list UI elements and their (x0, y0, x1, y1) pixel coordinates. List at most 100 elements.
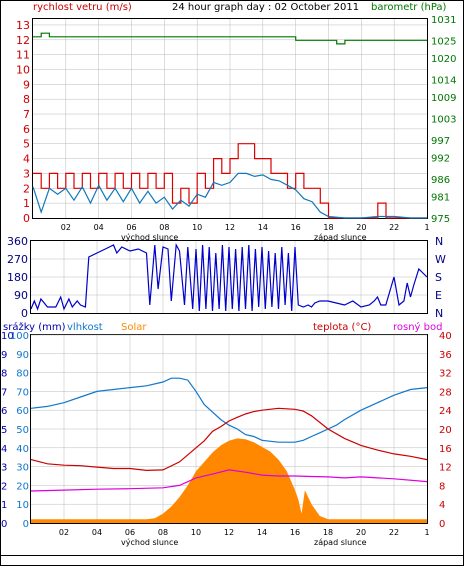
tick-compass-4: N (435, 235, 443, 248)
tick-rain-0: 0 (1, 519, 7, 530)
tick-dir-3: 270 (7, 253, 28, 266)
tick-temp-3: 12 (439, 463, 452, 474)
tick-rain-10: 10 (1, 331, 14, 342)
tick-baro-2: 986 (431, 175, 450, 186)
tick-dir-0: 0 (21, 307, 28, 320)
tick-rain-3: 3 (1, 463, 7, 474)
tick-compass-2: S (435, 271, 442, 284)
ticks-layer: 0123456789101112139759819869929971003100… (1, 15, 456, 537)
tick-wind-5: 5 (23, 138, 30, 151)
tick-humidity-9: 90 (16, 350, 29, 361)
barometer-axis-title: barometr (hPa) (371, 2, 447, 13)
tick-rain-9: 9 (1, 350, 7, 361)
tick-wind-1: 1 (23, 197, 30, 210)
tick-compass-1: E (435, 289, 442, 302)
tick-temp-7: 28 (439, 387, 452, 398)
x-tick-top-6: 14 (258, 223, 268, 232)
tick-temp-8: 32 (439, 369, 452, 380)
solar-axis-title: Solar (121, 322, 147, 333)
tick-humidity-5: 50 (16, 425, 29, 436)
dew-point-axis-title: rosný bod (393, 321, 442, 333)
x-tick-top-5: 12 (225, 223, 235, 232)
series-line-bot-0 (30, 377, 428, 443)
x-tick-bot-4: 10 (191, 528, 201, 537)
tick-baro-8: 1020 (431, 54, 456, 65)
series-line-bot-3 (30, 469, 428, 492)
solar-area (31, 438, 427, 523)
humidity-temperature-panel (30, 334, 428, 524)
sunset-label: západ slunce (314, 233, 367, 242)
tick-wind-7: 7 (23, 108, 30, 121)
x-tick-top-0: 02 (61, 223, 71, 232)
tick-humidity-0: 0 (23, 519, 29, 530)
series-line-top-2 (33, 32, 427, 45)
x-tick-bot-10: 22 (389, 528, 399, 537)
tick-wind-6: 6 (23, 123, 30, 136)
tick-baro-7: 1014 (431, 75, 456, 86)
tick-wind-3: 3 (23, 167, 30, 180)
tick-temp-9: 36 (439, 350, 452, 361)
sunset-label-bottom: západ slunce (314, 538, 367, 547)
wind-speed-axis-title: rychlost vetru (m/s) (33, 2, 132, 13)
sunrise-label: východ slunce (121, 233, 178, 242)
x-tick-top-1: 04 (94, 223, 104, 232)
tick-baro-6: 1009 (431, 93, 456, 104)
tick-dir-4: 360 (7, 235, 28, 248)
tick-wind-9: 9 (23, 78, 30, 91)
series-line-top-0 (33, 143, 427, 219)
tick-dir-2: 180 (7, 271, 28, 284)
series-line-top-1 (32, 172, 427, 219)
x-tick-top-2: 06 (126, 223, 136, 232)
series-line-mid-0 (30, 242, 428, 312)
tick-baro-1: 981 (431, 193, 450, 204)
chart-title: 24 hour graph day : 02 October 2011 (172, 2, 359, 13)
tick-humidity-3: 30 (16, 463, 29, 474)
tick-temp-0: 0 (439, 519, 445, 530)
tick-rain-2: 2 (1, 481, 7, 492)
tick-humidity-4: 40 (16, 444, 29, 455)
tick-temp-5: 20 (439, 425, 452, 436)
x-tick-bot-9: 20 (356, 528, 366, 537)
tick-temp-4: 16 (439, 444, 452, 455)
tick-humidity-6: 60 (16, 406, 29, 417)
x-tick-top-7: 16 (291, 223, 301, 232)
tick-temp-10: 40 (439, 331, 452, 342)
x-tick-bot-6: 14 (257, 528, 267, 537)
tick-baro-5: 1003 (431, 115, 456, 126)
series-line-bot-2 (30, 407, 428, 472)
tick-baro-10: 1031 (431, 15, 456, 26)
tick-wind-0: 0 (23, 212, 30, 225)
wind-barometer-panel (32, 18, 428, 219)
tick-wind-8: 8 (23, 93, 30, 106)
wind-direction-panel (30, 240, 428, 314)
tick-humidity-2: 20 (16, 481, 29, 492)
x-tick-bot-1: 04 (92, 528, 102, 537)
tick-humidity-7: 70 (16, 387, 29, 398)
tick-temp-6: 24 (439, 406, 452, 417)
tick-rain-8: 8 (1, 369, 7, 380)
tick-rain-1: 1 (1, 500, 7, 511)
rain-axis-title: srážky (mm) (3, 321, 66, 333)
sunrise-label-bottom: východ slunce (121, 538, 178, 547)
tick-humidity-8: 80 (16, 369, 29, 380)
tick-baro-4: 997 (431, 136, 450, 147)
x-tick-top-10: 22 (389, 223, 399, 232)
tick-rain-5: 5 (1, 425, 7, 436)
tick-humidity-1: 10 (16, 500, 29, 511)
tick-wind-11: 11 (16, 49, 30, 62)
x-tick-top-end: 1 (424, 223, 429, 232)
x-tick-top-8: 18 (323, 223, 333, 232)
tick-temp-2: 8 (439, 481, 445, 492)
tick-rain-4: 4 (1, 444, 7, 455)
temperature-axis-title: teplota (°C) (313, 322, 371, 333)
tick-wind-12: 12 (16, 34, 30, 47)
tick-wind-4: 4 (23, 153, 30, 166)
tick-compass-3: W (435, 253, 446, 266)
tick-compass-0: N (435, 307, 443, 320)
x-tick-bot-0: 02 (59, 528, 69, 537)
tick-dir-1: 90 (14, 289, 28, 302)
tick-wind-13: 13 (16, 19, 30, 32)
x-tick-top-4: 10 (192, 223, 202, 232)
tick-baro-3: 992 (431, 154, 450, 165)
